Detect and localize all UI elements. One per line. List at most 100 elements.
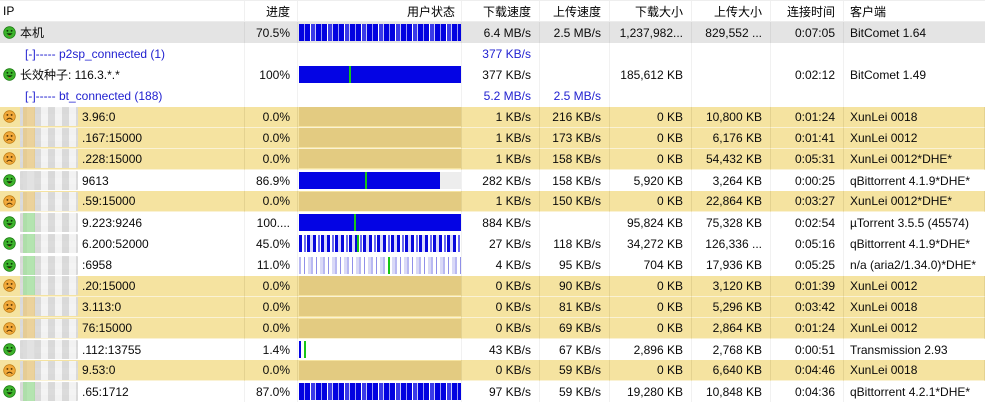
connect-time-cell: 0:03:27 [771, 191, 844, 213]
ip-cell: 9.53:0 [0, 360, 245, 382]
client-value: qBittorrent 4.1.9*DHE* [850, 173, 971, 188]
peer-row[interactable]: .112:13755 1.4% 43 KB/s 67 KB/s 2,896 KB 2,76… [0, 339, 985, 361]
download-size-value: 185,612 KB [620, 67, 683, 82]
download-speed-value: 5.2 MB/s [483, 88, 531, 103]
peer-row[interactable]: 9.223:9246 100.... 884 KB/s 95,824 KB 75,328… [0, 212, 985, 234]
client-cell: µTorrent 3.5.5 (45574) [844, 212, 985, 233]
sad-peer-icon [3, 152, 16, 166]
upload-speed-cell: 95 KB/s [540, 254, 610, 276]
blurred-ip-mask [20, 213, 78, 233]
upload-size-cell: 10,800 KB [692, 106, 771, 128]
progress-value: 1.4% [262, 342, 290, 357]
progress-bar [299, 214, 461, 232]
mask-tint [23, 360, 35, 380]
progress-bar [299, 360, 461, 380]
download-size-cell: 185,612 KB [610, 64, 692, 86]
upload-speed-cell: 90 KB/s [540, 275, 610, 297]
peer-row[interactable]: .65:1712 87.0% 97 KB/s 59 KB/s 19,280 KB 10,8… [0, 381, 985, 402]
user-status-cell [298, 275, 462, 297]
peer-row[interactable]: .167:15000 0.0% 1 KB/s 173 KB/s 0 KB 6,176 KB… [0, 127, 985, 149]
connect-time-value: 0:05:31 [794, 151, 835, 166]
blurred-ip-mask [20, 340, 78, 360]
peer-row[interactable]: .59:15000 0.0% 1 KB/s 150 KB/s 0 KB 22,864 KB… [0, 191, 985, 213]
upload-speed-cell: 67 KB/s [540, 339, 610, 361]
group-toggle-label[interactable]: [-]----- p2sp_connected (1) [25, 46, 166, 61]
download-size-cell: 0 KB [610, 106, 692, 128]
upload-size-value: 10,848 KB [705, 384, 762, 399]
client-value: BitComet 1.49 [850, 67, 927, 82]
local-row[interactable]: 本机 70.5% 6.4 MB/s 2.5 MB/s 1,237,982... 829,5… [0, 22, 985, 44]
peer-row[interactable]: .20:15000 0.0% 0 KB/s 90 KB/s 0 KB 3,120 KB 0:… [0, 275, 985, 297]
connect-time-value: 0:01:39 [794, 278, 835, 293]
user-status-cell [298, 233, 462, 255]
upload-size-value: 5,296 KB [712, 299, 762, 314]
download-size-cell [610, 85, 692, 107]
connect-time-value: 0:01:24 [794, 321, 835, 336]
peer-row[interactable]: 76:15000 0.0% 0 KB/s 69 KB/s 0 KB 2,864 KB 0:0… [0, 317, 985, 340]
column-header-label: 上传大小 [713, 4, 762, 19]
peer-row[interactable]: 6.200:52000 45.0% 27 KB/s 118 KB/s 34,272 KB… [0, 233, 985, 255]
client-value: Transmission 2.93 [850, 342, 948, 357]
download-speed-value: 1 KB/s [495, 109, 531, 124]
peer-row[interactable]: 3.96:0 0.0% 1 KB/s 216 KB/s 0 KB 10,800 KB 0:0… [0, 106, 985, 128]
client-cell: XunLei 0018 [844, 360, 985, 382]
connect-time-cell [771, 43, 844, 65]
progress-cell: 0.0% [245, 191, 298, 213]
sad-peer-icon [3, 364, 16, 377]
sad-peer-icon [3, 110, 16, 123]
peer-row[interactable]: :6958 11.0% 4 KB/s 95 KB/s 704 KB 17,936 KB 0:… [0, 254, 985, 276]
download-speed-cell: 1 KB/s [462, 191, 540, 213]
column-header-client[interactable]: 客户端 [844, 1, 985, 21]
column-header-conn_time[interactable]: 连接时间 [771, 1, 844, 21]
download-size-value: 5,920 KB [633, 173, 683, 188]
user-status-cell [298, 85, 462, 107]
connect-time-value: 0:05:16 [794, 236, 835, 251]
upload-speed-value: 69 KB/s [558, 321, 601, 336]
group-row[interactable]: [-]----- p2sp_connected (1) 377 KB/s [0, 43, 985, 65]
upload-size-value: 22,864 KB [705, 194, 762, 209]
download-speed-cell: 43 KB/s [462, 339, 540, 361]
column-header-status[interactable]: 用户状态 [298, 1, 462, 21]
group-row[interactable]: [-]----- bt_connected (188) 5.2 MB/s 2.5 M… [0, 85, 985, 107]
download-size-cell: 704 KB [610, 254, 692, 276]
ip-cell: 9.223:9246 [0, 212, 245, 234]
upload-size-cell: 75,328 KB [692, 212, 771, 234]
column-header-dl_speed[interactable]: 下载速度 [462, 1, 540, 21]
progress-value: 0.0% [262, 321, 290, 336]
upload-speed-cell: 216 KB/s [540, 106, 610, 128]
download-size-cell: 5,920 KB [610, 169, 692, 192]
column-header-ul_size[interactable]: 上传大小 [692, 1, 771, 21]
progress-bar [299, 276, 461, 296]
peer-row[interactable]: 9613 86.9% 282 KB/s 158 KB/s 5,920 KB 3,264 K… [0, 169, 985, 192]
upload-speed-cell [540, 43, 610, 65]
connect-time-value: 0:03:42 [794, 299, 835, 314]
download-size-cell: 95,824 KB [610, 212, 692, 234]
column-header-progress[interactable]: 进度 [245, 1, 298, 21]
column-header-dl_size[interactable]: 下载大小 [610, 1, 692, 21]
ip-label: .167:15000 [82, 130, 143, 145]
ip-cell: 本机 [0, 22, 245, 44]
happy-peer-icon [3, 216, 16, 230]
sort-indicator-icon: ˇ [572, 0, 577, 7]
group-toggle-label[interactable]: [-]----- bt_connected (188) [25, 88, 163, 103]
upload-size-cell: 10,848 KB [692, 381, 771, 402]
client-value: XunLei 0018 [850, 109, 918, 124]
connect-time-cell: 0:05:31 [771, 148, 844, 170]
bar-position-marker [354, 214, 357, 232]
upload-size-value: 126,336 ... [705, 236, 762, 251]
download-speed-cell: 1 KB/s [462, 148, 540, 170]
peer-row[interactable]: 9.53:0 0.0% 0 KB/s 59 KB/s 0 KB 6,640 KB 0:04:… [0, 360, 985, 382]
client-value: qBittorrent 4.2.1*DHE* [850, 384, 971, 399]
peer-row[interactable]: 长效种子: 116.3.*.* 100% 377 KB/s 185,612 KB 0:0… [0, 64, 985, 86]
peer-row[interactable]: .228:15000 0.0% 1 KB/s 158 KB/s 0 KB 54,432 K… [0, 148, 985, 170]
column-header-ul_speed[interactable]: 上传速度 ˇ [540, 1, 610, 21]
download-speed-cell: 0 KB/s [462, 360, 540, 382]
blurred-ip-mask [20, 318, 78, 338]
download-size-value: 704 KB [643, 258, 683, 273]
mask-tint [23, 213, 35, 233]
progress-cell: 0.0% [245, 127, 298, 149]
column-header-ip[interactable]: IP [0, 1, 245, 21]
client-value: XunLei 0012 [850, 130, 918, 145]
peer-row[interactable]: 3.113:0 0.0% 0 KB/s 81 KB/s 0 KB 5,296 KB 0:03… [0, 296, 985, 318]
progress-bar [299, 24, 461, 42]
